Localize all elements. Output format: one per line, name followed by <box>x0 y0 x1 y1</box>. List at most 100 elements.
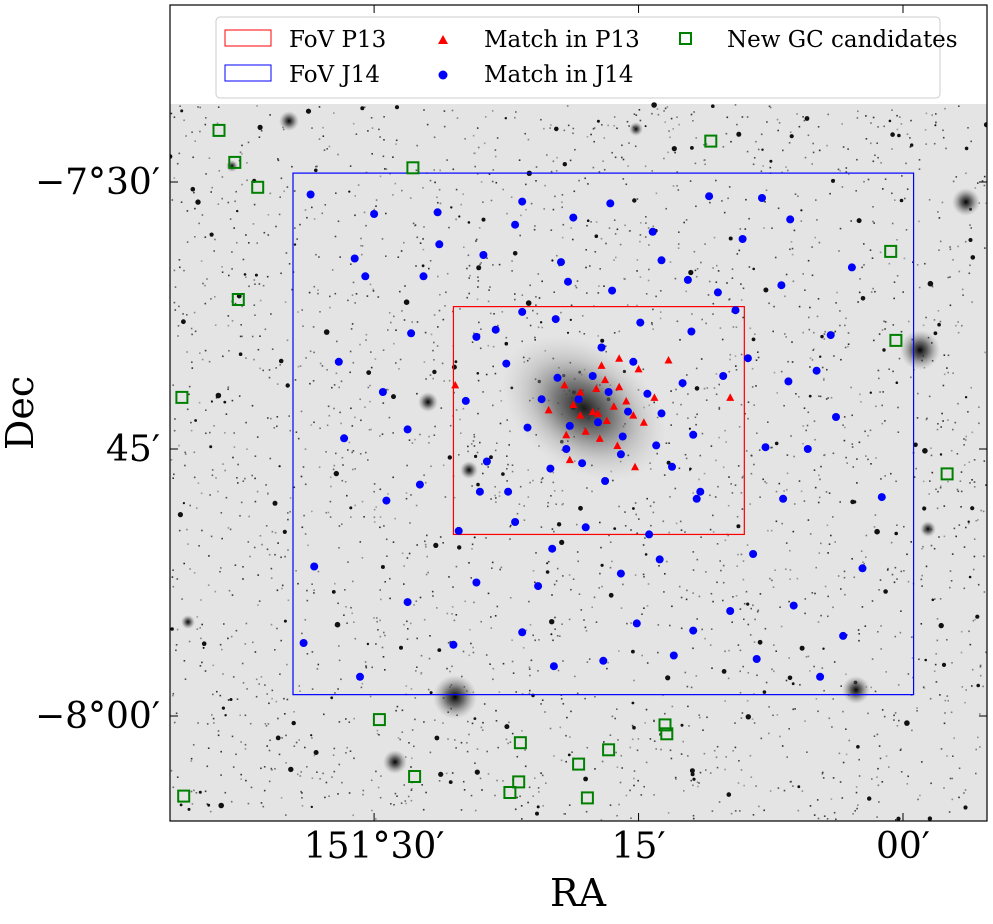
sky-speck <box>591 606 593 609</box>
match-p13-point <box>615 354 624 362</box>
sky-speck <box>884 475 886 477</box>
sky-speck <box>270 313 272 315</box>
sky-speck <box>865 455 867 457</box>
sky-speck <box>186 351 188 353</box>
sky-speck <box>439 293 441 296</box>
sky-speck <box>734 810 737 812</box>
sky-speck <box>482 201 484 203</box>
gc-candidate-point <box>408 770 422 783</box>
sky-speck <box>668 442 670 444</box>
sky-speck <box>352 580 354 583</box>
sky-speck <box>455 614 458 616</box>
y-axis-title: Dec <box>0 376 42 450</box>
sky-speck <box>185 135 187 137</box>
sky-speck <box>231 251 233 253</box>
sky-speck <box>388 416 391 419</box>
sky-speck <box>964 701 966 704</box>
sky-speck <box>485 373 488 376</box>
sky-speck <box>186 528 188 531</box>
sky-speck <box>711 810 714 812</box>
sky-speck <box>347 449 349 451</box>
sky-speck <box>178 529 181 532</box>
sky-speck <box>304 533 307 535</box>
sky-speck <box>771 227 773 229</box>
sky-speck <box>184 464 186 467</box>
sky-speck <box>266 693 268 695</box>
sky-speck <box>696 781 699 783</box>
sky-speck <box>826 144 828 147</box>
sky-speck <box>727 197 729 200</box>
sky-speck <box>311 651 314 653</box>
sky-speck <box>972 568 975 571</box>
sky-speck <box>845 728 847 730</box>
faint-star <box>473 717 477 720</box>
sky-speck <box>175 644 178 646</box>
sky-speck <box>872 116 875 119</box>
sky-speck <box>254 314 256 316</box>
sky-speck <box>634 145 637 148</box>
sky-speck <box>321 365 324 367</box>
sky-speck <box>170 769 173 772</box>
sky-speck <box>705 143 708 145</box>
sky-speck <box>706 716 708 719</box>
faint-star <box>305 108 312 114</box>
sky-speck <box>432 377 434 380</box>
sky-speck <box>598 285 600 287</box>
sky-speck <box>345 752 347 754</box>
faint-star <box>437 648 442 652</box>
sky-speck <box>228 274 230 277</box>
sky-speck <box>710 445 713 447</box>
sky-speck <box>869 429 872 432</box>
sky-speck <box>515 691 517 693</box>
sky-speck <box>540 772 542 774</box>
sky-speck <box>204 349 207 352</box>
sky-speck <box>651 322 653 324</box>
match-j14-point <box>511 220 520 229</box>
sky-speck <box>462 650 465 653</box>
match-p13-point <box>726 393 735 401</box>
sky-speck <box>968 461 971 463</box>
sky-speck <box>675 388 677 391</box>
sky-speck <box>938 217 941 219</box>
sky-speck <box>694 416 697 419</box>
sky-speck <box>727 504 730 507</box>
sky-speck <box>802 442 804 445</box>
sky-speck <box>217 106 220 108</box>
sky-speck <box>705 571 707 573</box>
sky-speck <box>384 581 386 583</box>
sky-speck <box>578 330 581 333</box>
faint-star <box>922 506 927 511</box>
sky-speck <box>573 190 576 193</box>
sky-speck <box>828 492 831 494</box>
sky-speck <box>796 577 799 580</box>
sky-speck <box>678 231 680 233</box>
faint-star <box>559 539 565 546</box>
sky-speck <box>640 794 643 796</box>
sky-speck <box>973 538 976 540</box>
sky-speck <box>361 253 363 256</box>
match-j14-point <box>832 413 840 421</box>
sky-speck <box>519 485 522 488</box>
match-p13-point <box>597 361 606 369</box>
sky-speck <box>411 757 413 760</box>
sky-speck <box>248 515 250 518</box>
sky-speck <box>827 595 829 598</box>
sky-speck <box>647 227 650 229</box>
sky-speck <box>445 772 448 775</box>
sky-speck <box>306 766 308 768</box>
sky-speck <box>401 709 404 712</box>
sky-speck <box>326 148 328 150</box>
sky-speck <box>965 526 967 529</box>
sky-speck <box>221 271 224 273</box>
sky-speck <box>254 477 256 480</box>
sky-speck <box>286 339 289 342</box>
sky-speck <box>742 287 745 290</box>
sky-speck <box>669 136 671 139</box>
faint-star <box>752 267 755 271</box>
sky-speck <box>676 116 678 118</box>
sky-speck <box>379 526 381 529</box>
sky-speck <box>787 360 789 363</box>
sky-speck <box>271 348 274 350</box>
sky-speck <box>753 641 756 643</box>
sky-speck <box>477 276 479 278</box>
